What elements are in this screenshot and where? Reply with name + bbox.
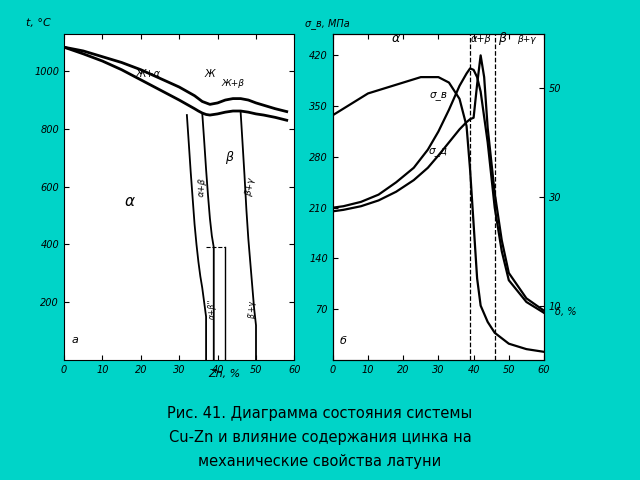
Text: β'+γ: β'+γ [248,301,257,319]
Text: Рис. 41. Диаграмма состояния системы: Рис. 41. Диаграмма состояния системы [168,406,472,420]
Text: δ, %: δ, % [554,307,576,317]
Text: α+β: α+β [470,34,491,44]
Text: α+β'': α+β'' [207,298,216,319]
Text: β+γ: β+γ [244,177,256,197]
Text: механические свойства латуни: механические свойства латуни [198,454,442,468]
Text: Ж: Ж [205,69,215,79]
Text: σ_в: σ_в [429,90,447,100]
Text: Zn, %: Zn, % [208,369,240,379]
Text: α+β: α+β [197,177,207,197]
Text: б: б [340,336,347,346]
Text: β: β [498,32,506,45]
Text: β+γ: β+γ [517,36,536,44]
Text: Ж+β: Ж+β [221,79,244,87]
Text: α: α [392,32,400,45]
Text: σ_д: σ_д [429,146,448,156]
Text: Cu-Zn и влияние содержания цинка на: Cu-Zn и влияние содержания цинка на [168,430,472,444]
Text: σ_в, МПа: σ_в, МПа [305,18,349,29]
Text: β: β [225,151,233,164]
Text: t, °C: t, °C [26,18,51,28]
Text: Ж+α: Ж+α [136,69,161,79]
Text: α: α [124,193,134,209]
Text: а: а [72,335,79,345]
